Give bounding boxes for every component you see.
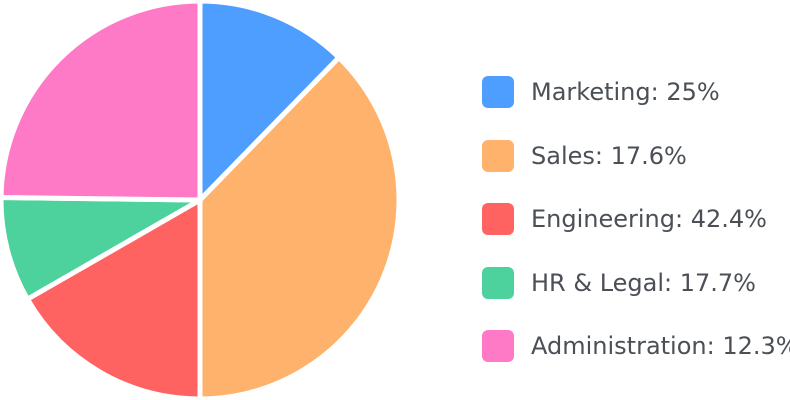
legend-label: Administration: 12.3% xyxy=(531,332,790,360)
legend-label: Marketing: 25% xyxy=(531,78,720,106)
legend: Marketing: 25% Sales: 17.6% Engineering: 4… xyxy=(482,74,790,392)
pie-slice-engineering-42-4 xyxy=(24,197,203,400)
pie-slice-administration-12-3 xyxy=(0,0,203,203)
legend-label: Engineering: 42.4% xyxy=(531,205,767,233)
legend-swatch xyxy=(482,139,514,172)
legend-label: Sales: 17.6% xyxy=(531,141,687,170)
legend-swatch xyxy=(482,266,514,299)
pie-slice-hr-and-legal-17-7 xyxy=(0,194,203,302)
legend-item: Engineering: 42.4% xyxy=(482,201,790,265)
legend-item: Sales: 17.6% xyxy=(482,138,790,202)
pie-slice-marketing-25 xyxy=(197,0,342,203)
legend-item: HR & Legal: 17.7% xyxy=(482,265,790,329)
legend-swatch xyxy=(482,203,514,235)
legend-item: Marketing: 25% xyxy=(482,74,790,138)
legend-swatch xyxy=(482,76,514,108)
pie-plot xyxy=(0,0,402,400)
legend-item: Administration: 12.3% xyxy=(482,328,790,392)
legend-label: HR & Legal: 17.7% xyxy=(531,268,756,297)
pie-slice-sales-17-6 xyxy=(197,55,402,400)
legend-swatch xyxy=(482,330,514,362)
